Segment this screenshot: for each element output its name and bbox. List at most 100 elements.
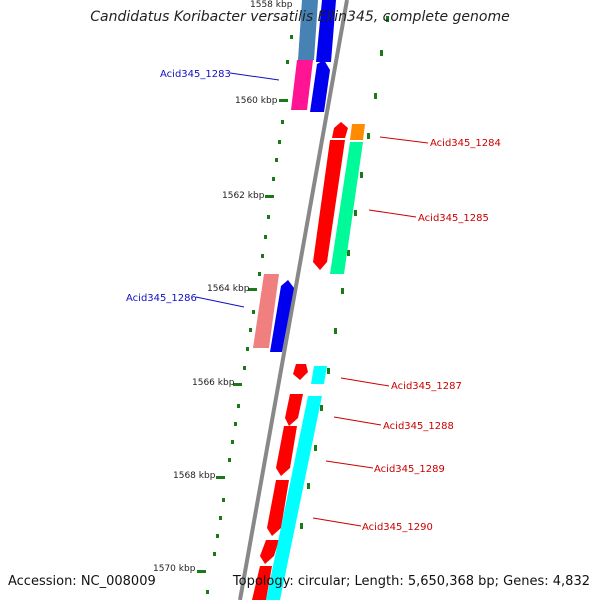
- cog-bar[interactable]: [291, 60, 313, 110]
- scale-major-tick: [279, 99, 288, 102]
- cds-feature[interactable]: [310, 60, 330, 112]
- tick-mark: [386, 16, 389, 22]
- tick-mark: [327, 368, 330, 374]
- scale-dot: [231, 440, 234, 444]
- map-title: Candidatus Koribacter versatilis Ellin34…: [90, 9, 510, 25]
- scale-dot: [237, 404, 240, 408]
- tick-mark: [320, 405, 323, 411]
- scale-dot: [228, 458, 231, 462]
- leader-line: [312, 517, 362, 527]
- tick-mark: [380, 50, 383, 56]
- scale-dot: [286, 60, 289, 64]
- gene-label-right[interactable]: Acid345_1290: [362, 522, 433, 533]
- scale-dot: [219, 516, 222, 520]
- gene-label-right[interactable]: Acid345_1288: [383, 421, 454, 432]
- scale-label: 1560 kbp: [235, 96, 278, 106]
- gene-label-right[interactable]: Acid345_1285: [418, 213, 489, 224]
- tick-mark: [341, 288, 344, 294]
- leader-line: [195, 296, 245, 308]
- cds-feature[interactable]: [260, 540, 279, 564]
- gene-label-right[interactable]: Acid345_1287: [391, 381, 462, 392]
- tick-mark: [314, 445, 317, 451]
- gene-group-upper-left: [291, 0, 336, 112]
- scale-label: 1570 kbp: [153, 564, 196, 574]
- cog-bar[interactable]: [330, 142, 363, 274]
- scale-dot: [222, 498, 225, 502]
- scale-major-tick: [216, 476, 225, 479]
- cds-feature[interactable]: [313, 140, 345, 270]
- tick-mark: [347, 250, 350, 256]
- gene-labels: Acid345_1283 Acid345_1286 Acid345_1284 A…: [126, 69, 501, 533]
- tick-mark: [300, 523, 303, 529]
- scale-label: 1564 kbp: [207, 284, 250, 294]
- scale-labels: 1558 kbp 1560 kbp 1562 kbp 1564 kbp 1566…: [153, 0, 293, 574]
- cog-bar[interactable]: [350, 124, 365, 140]
- scale-major-tick: [248, 288, 257, 291]
- cds-feature[interactable]: [332, 122, 348, 138]
- cds-feature[interactable]: [267, 480, 289, 536]
- scale-dot: [267, 215, 270, 219]
- scale-dot: [290, 35, 293, 39]
- genome-summary-text: Topology: circular; Length: 5,650,368 bp…: [232, 574, 590, 589]
- scale-dot: [272, 177, 275, 181]
- cds-feature[interactable]: [252, 566, 272, 600]
- scale-dot: [246, 347, 249, 351]
- scale-dot: [261, 254, 264, 258]
- cog-bar[interactable]: [266, 396, 322, 600]
- scale-label: 1566 kbp: [192, 378, 235, 388]
- gene-group-1287: [293, 364, 327, 384]
- gene-label-right[interactable]: Acid345_1284: [430, 138, 501, 149]
- gene-group-1286: [253, 274, 294, 352]
- cog-bar[interactable]: [311, 366, 327, 384]
- scale-dot: [281, 120, 284, 124]
- leader-line: [229, 72, 280, 81]
- scale-major-tick: [197, 570, 206, 573]
- leader-line: [333, 416, 382, 426]
- leader-lines: [195, 72, 429, 527]
- gene-label-left[interactable]: Acid345_1286: [126, 293, 197, 304]
- gene-label-right[interactable]: Acid345_1289: [374, 464, 445, 475]
- tick-mark: [360, 172, 363, 178]
- scale-dot: [252, 310, 255, 314]
- scale-major-tick: [233, 383, 242, 386]
- cds-feature[interactable]: [316, 0, 336, 62]
- scale-dot: [216, 534, 219, 538]
- gene-group-lower: [252, 394, 322, 600]
- genome-backbone: [238, 0, 349, 601]
- scale-dot: [249, 328, 252, 332]
- gene-group-right-1: [313, 122, 365, 274]
- scale-dot: [264, 235, 267, 239]
- tick-mark: [334, 328, 337, 334]
- scale-dot: [278, 140, 281, 144]
- leader-line: [325, 460, 374, 469]
- cds-feature[interactable]: [276, 426, 297, 476]
- cds-feature[interactable]: [270, 280, 294, 352]
- leader-line: [368, 209, 417, 218]
- gene-label-left[interactable]: Acid345_1283: [160, 69, 231, 80]
- outer-tick-track: [300, 16, 389, 529]
- cog-bar[interactable]: [253, 274, 279, 348]
- cds-feature[interactable]: [293, 364, 308, 380]
- scale-label: 1568 kbp: [173, 471, 216, 481]
- scale-dot: [258, 272, 261, 276]
- accession-text: Accession: NC_008009: [8, 574, 156, 589]
- cog-bar[interactable]: [298, 0, 318, 60]
- scale-track: [197, 35, 293, 594]
- scale-major-tick: [265, 195, 274, 198]
- scale-dot: [243, 366, 246, 370]
- scale-label: 1562 kbp: [222, 191, 265, 201]
- cds-feature[interactable]: [285, 394, 303, 426]
- scale-dot: [275, 158, 278, 162]
- tick-mark: [367, 133, 370, 139]
- leader-line: [379, 136, 429, 144]
- tick-mark: [307, 483, 310, 489]
- scale-dot: [234, 422, 237, 426]
- leader-line: [340, 377, 390, 387]
- tick-mark: [354, 210, 357, 216]
- scale-dot: [206, 590, 209, 594]
- tick-mark: [374, 93, 377, 99]
- scale-label: 1558 kbp: [250, 0, 293, 10]
- scale-dot: [213, 552, 216, 556]
